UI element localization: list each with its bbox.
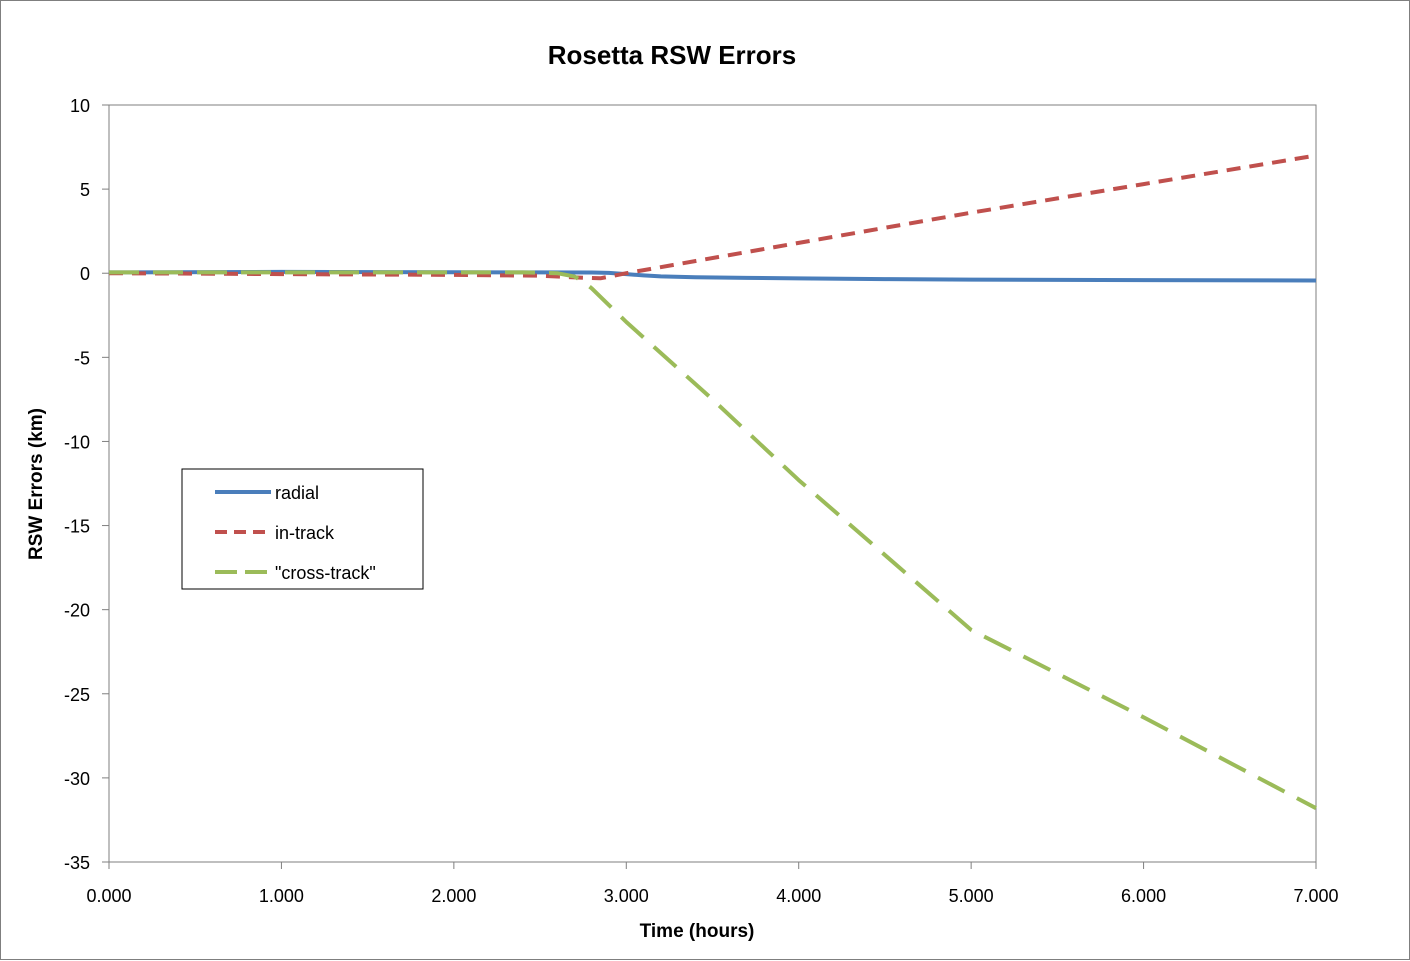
series-layer (108, 153, 1317, 810)
y-tick-label: -5 (74, 348, 90, 368)
legend-label: radial (275, 483, 319, 503)
x-axis-label: Time (hours) (640, 921, 755, 942)
x-tick-label: 5.000 (949, 886, 994, 906)
y-tick-label: -20 (64, 601, 90, 621)
y-tick-label: 10 (70, 96, 90, 116)
legend-label: in-track (275, 523, 335, 543)
x-tick-label: 4.000 (776, 886, 821, 906)
x-tick-label: 6.000 (1121, 886, 1166, 906)
x-axis: 0.000 1.000 2.000 3.000 4.000 5.000 6.000 7.000 (86, 862, 1339, 906)
y-tick-label: -35 (64, 853, 90, 873)
y-tick-label: -15 (64, 517, 90, 537)
legend-label: "cross-track" (275, 563, 376, 583)
x-tick-label: 2.000 (431, 886, 476, 906)
legend-box (181, 468, 424, 590)
y-tick-label: -10 (64, 432, 90, 452)
series-line-radial (108, 269, 1317, 283)
x-tick-label: 0.000 (86, 886, 131, 906)
x-tick-label: 7.000 (1293, 886, 1338, 906)
chart-title: Rosetta RSW Errors (548, 40, 797, 70)
y-tick-label: -30 (64, 769, 90, 789)
y-tick-label: -25 (64, 685, 90, 705)
y-tick-label: 0 (80, 264, 90, 284)
series-line-cross-track (109, 270, 1317, 810)
y-axis: 10 5 0 -5 -10 -15 -20 -25 -30 -35 (64, 96, 109, 873)
series-line-in-track (108, 153, 1317, 281)
y-axis-label: RSW Errors (km) (26, 408, 47, 560)
y-tick-label: 5 (80, 180, 90, 200)
plot-area (108, 104, 1317, 863)
x-tick-label: 1.000 (259, 886, 304, 906)
legend: radial in-track "cross-track" (181, 468, 424, 590)
x-tick-label: 3.000 (604, 886, 649, 906)
